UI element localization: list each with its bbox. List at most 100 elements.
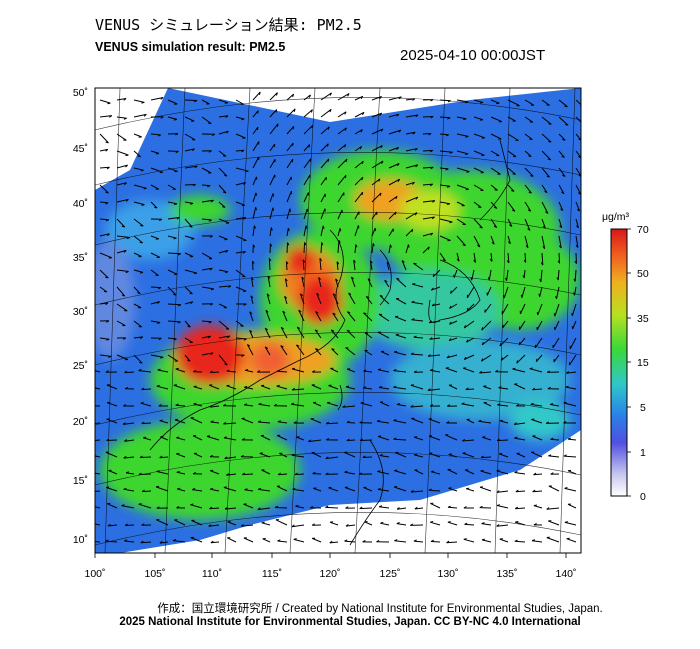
- wind-arrow: [293, 538, 305, 543]
- wind-arrow: [311, 452, 322, 458]
- map-frame: [94, 87, 582, 554]
- wind-arrow: [99, 233, 110, 237]
- wind-arrow: [456, 150, 469, 155]
- wind-arrow: [133, 320, 143, 328]
- wind-arrow: [235, 251, 246, 254]
- wind-arrow-head: [310, 109, 313, 113]
- wind-arrow-head: [137, 155, 141, 158]
- wind-arrow: [249, 311, 254, 322]
- wind-arrow: [512, 368, 526, 373]
- wind-arrow: [241, 418, 254, 424]
- wind-arrow: [431, 471, 441, 475]
- wind-arrow: [447, 469, 458, 475]
- wind-arrow: [411, 319, 424, 322]
- wind-arrow-head: [243, 303, 247, 306]
- wind-arrow-head: [329, 92, 332, 96]
- wind-arrow: [95, 455, 101, 458]
- wind-arrow-head: [143, 114, 147, 117]
- wind-arrow: [277, 421, 288, 424]
- wind-arrow-head: [428, 320, 432, 324]
- wind-arrow-head: [225, 250, 229, 253]
- wind-arrow: [490, 116, 502, 123]
- wind-arrow: [246, 344, 254, 356]
- wind-arrow: [401, 260, 407, 271]
- wind-arrow: [405, 212, 418, 220]
- wind-arrow: [184, 201, 194, 204]
- wind-arrow: [354, 129, 363, 135]
- wind-arrow: [428, 418, 441, 424]
- wind-arrow-head: [430, 116, 434, 119]
- wind-arrow: [258, 488, 271, 492]
- wind-arrow: [571, 303, 577, 317]
- wind-arrow-head: [396, 522, 400, 525]
- wind-arrow: [427, 388, 441, 391]
- wind-arrow: [252, 192, 257, 203]
- wind-arrow: [541, 235, 546, 249]
- wind-arrow-head: [533, 504, 537, 507]
- wind-arrow: [276, 385, 288, 390]
- wind-arrow: [363, 312, 373, 322]
- wind-arrow-head: [277, 420, 281, 423]
- wind-arrow: [235, 133, 246, 139]
- wind-arrow-head: [123, 455, 127, 459]
- wind-arrow: [138, 473, 152, 475]
- wind-arrow: [393, 486, 407, 492]
- wind-arrow: [530, 451, 543, 458]
- wind-arrow: [473, 133, 485, 139]
- wind-arrow-head: [177, 487, 181, 490]
- wind-arrow-head: [255, 207, 257, 211]
- wind-arrow: [251, 277, 254, 288]
- wind-arrow-head: [327, 143, 329, 147]
- wind-arrow: [394, 540, 407, 543]
- wind-arrow-head: [291, 524, 295, 528]
- wind-arrow: [105, 540, 118, 543]
- wind-arrow-head: [244, 385, 248, 388]
- wind-arrow-head: [539, 278, 542, 283]
- wind-arrow-head: [172, 539, 177, 542]
- wind-arrow: [159, 541, 169, 544]
- wind-arrow: [558, 218, 563, 228]
- wind-arrow: [241, 524, 254, 527]
- wind-arrow-head: [157, 322, 161, 324]
- wind-arrow-head: [413, 335, 417, 338]
- wind-arrow-head: [243, 217, 247, 220]
- wind-arrow: [336, 261, 339, 271]
- wind-arrow: [218, 150, 227, 157]
- wind-arrow: [473, 218, 483, 229]
- wind-arrow-head: [503, 294, 505, 299]
- wind-arrow: [325, 506, 339, 509]
- wind-arrow-head: [429, 452, 433, 454]
- lon-tick: 125˚: [379, 568, 400, 580]
- wind-arrow: [422, 232, 433, 237]
- wind-arrow-head: [338, 240, 341, 244]
- wind-arrow-head: [496, 504, 501, 506]
- wind-arrow-head: [559, 225, 563, 229]
- wind-arrow-head: [124, 439, 128, 442]
- wind-arrow-head: [412, 98, 416, 101]
- wind-arrow-head: [177, 321, 181, 324]
- wind-arrow: [174, 519, 186, 526]
- wind-arrow: [176, 471, 186, 475]
- wind-arrow: [499, 337, 509, 347]
- wind-arrow-head: [533, 472, 537, 476]
- wind-arrow-head: [463, 538, 467, 540]
- wind-arrow: [315, 348, 322, 356]
- wind-arrow-head: [566, 371, 570, 374]
- wind-arrow: [371, 192, 382, 203]
- wind-arrow: [558, 201, 564, 211]
- wind-arrow: [502, 320, 509, 329]
- wind-arrow-head: [327, 158, 330, 162]
- wind-arrow: [558, 99, 568, 108]
- wind-arrow-head: [582, 125, 585, 126]
- wind-arrow-head: [252, 260, 255, 264]
- wind-arrow: [388, 244, 391, 254]
- wind-arrow: [380, 351, 390, 356]
- wind-arrow-head: [141, 204, 145, 206]
- wind-arrow: [346, 329, 356, 339]
- wind-arrow: [379, 387, 390, 390]
- wind-arrow-head: [140, 336, 144, 340]
- wind-arrow-head: [429, 149, 433, 153]
- wind-arrow-head: [287, 227, 290, 232]
- wind-arrow-head: [499, 452, 503, 455]
- footer-credit: 作成：国立環境研究所 / Created by National Institu…: [157, 603, 603, 615]
